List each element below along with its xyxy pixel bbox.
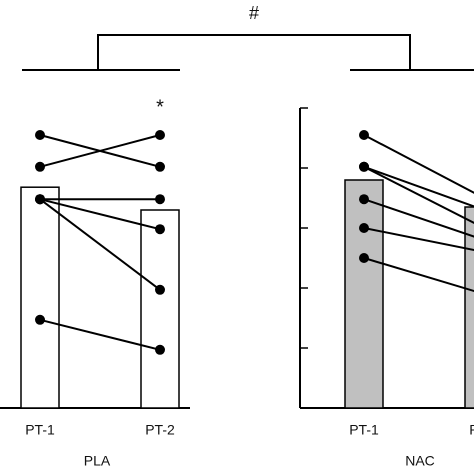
bar: [20, 186, 60, 409]
subject-line: [39, 318, 161, 351]
subject-point: [35, 161, 45, 172]
subject-line: [363, 257, 474, 293]
x-tick-label: PT-1: [349, 422, 379, 438]
subject-point: [155, 224, 165, 235]
subject-point: [35, 130, 45, 140]
bar: [344, 179, 384, 409]
subject-point: [35, 314, 45, 325]
subject-point: [155, 194, 165, 205]
x-tick-label: PT-2: [469, 422, 474, 438]
subject-line: [39, 198, 161, 231]
subject-line: [39, 134, 161, 168]
subject-point: [359, 223, 369, 233]
subject-line: [363, 227, 474, 252]
subject-line: [363, 165, 474, 208]
bar: [140, 209, 180, 409]
subject-point: [155, 284, 165, 295]
significance: #: [249, 3, 259, 23]
x-tick-label: PT-1: [25, 422, 55, 438]
subject-point: [359, 194, 369, 205]
subject-line: [363, 134, 474, 194]
subject-point: [359, 130, 369, 140]
subject-point: [359, 161, 369, 172]
subject-point: [155, 130, 165, 140]
subject-line: [363, 165, 474, 225]
group-label: NAC: [405, 453, 435, 469]
subject-point: [359, 253, 369, 263]
subject-line: [363, 198, 474, 238]
subject-point: [35, 194, 45, 205]
subject-point: [155, 161, 165, 172]
annotation: *: [156, 96, 164, 118]
subject-point: [155, 344, 165, 355]
x-tick-label: PT-2: [145, 422, 175, 438]
subject-line: [39, 198, 161, 291]
group-label: PLA: [84, 453, 111, 469]
bracket: [22, 34, 474, 71]
bar: [464, 206, 474, 409]
